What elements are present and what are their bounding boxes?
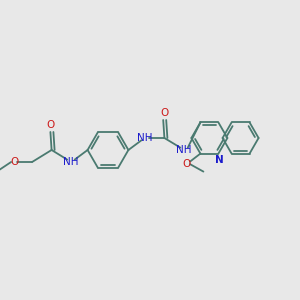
Text: O: O [46, 120, 55, 130]
Text: O: O [183, 159, 191, 169]
Text: N: N [215, 155, 224, 165]
Text: O: O [160, 108, 169, 118]
Text: O: O [10, 157, 18, 167]
Text: NH: NH [176, 145, 192, 155]
Text: NH: NH [137, 133, 153, 143]
Text: NH: NH [63, 157, 79, 167]
